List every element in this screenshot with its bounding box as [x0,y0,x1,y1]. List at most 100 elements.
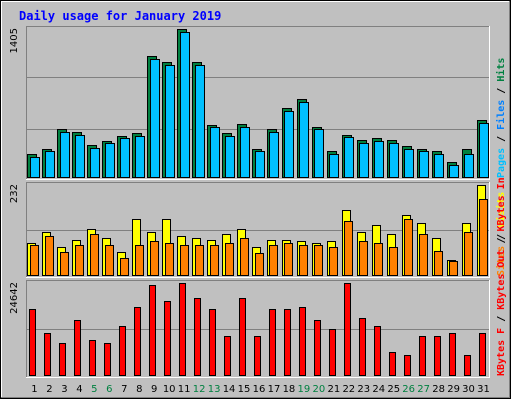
kbytes-bar-kbytes [374,326,381,376]
kbytes-panel: 24642 KBytes F / KBytes Out / KBytes In [9,177,507,378]
visits-legend-separator: / [496,228,507,246]
kbytes-bar-kbytes [314,320,321,376]
day-label: 1 [31,384,37,395]
usage-bar-files [240,127,250,178]
visits-bar-sites [90,234,99,276]
day-label: 11 [178,384,191,395]
kbytes-bar-kbytes [464,355,471,376]
visits-bar-sites [284,243,293,276]
usage-legend-hits: Hits [495,58,507,82]
day-label: 29 [447,384,460,395]
usage-bar-files [284,111,294,178]
visits-bar-sites [105,245,114,276]
day-label: 3 [61,384,67,395]
usage-bar-files [60,132,70,178]
kbytes-bar-kbytes [329,329,336,376]
usage-bar-files [90,148,100,178]
day-label: 8 [136,384,142,395]
kbytes-bar-kbytes [419,336,426,376]
kbytes-bar-kbytes [434,336,441,376]
kbytes-bar-kbytes [359,318,366,376]
day-label: 24 [372,384,385,395]
kbytes-bar-kbytes [224,336,231,376]
usage-legend-files: Files [495,100,507,130]
visits-bar-sites [30,245,39,276]
usage-bar-files [389,143,399,178]
day-label: 15 [238,384,251,395]
usage-bar-files [419,151,429,178]
kbytes-bar-kbytes [269,309,276,376]
day-label: 4 [76,384,82,395]
usage-bar-files [135,136,145,178]
kbytes-legend-kbout: KBytes Out [496,250,507,310]
usage-legend-pages: Pages [496,148,507,178]
visits-bar-sites [434,251,443,276]
visits-bar-sites [314,245,323,276]
kbytes-bar-kbytes [104,343,111,376]
day-label: 9 [151,384,157,395]
kbytes-bar-kbytes [389,352,396,376]
visits-bar-sites [75,245,84,276]
usage-legend: Pages / Files / Hits [495,58,507,178]
kbytes-bar-kbytes [209,309,216,376]
visits-bar-sites [419,234,428,276]
usage-bar-files [120,138,130,178]
visits-legend: Sites / Visits [495,192,507,276]
kbytes-bar-kbytes [149,285,156,376]
kbytes-legend-kbin: KBytes In [496,177,507,231]
kbytes-bar-kbytes [344,283,351,376]
visits-bar-sites [60,252,69,276]
day-label: 13 [208,384,221,395]
usage-bar-files [344,137,354,178]
visits-bar-sites [404,219,413,276]
day-label: 26 [402,384,415,395]
usage-bar-files [165,65,175,178]
day-label: 31 [477,384,490,395]
usage-bar-files [195,65,205,178]
visits-bar-sites [479,199,488,276]
kbytes-bar-kbytes [74,320,81,376]
visits-bar-sites [180,245,189,276]
usage-bar-files [434,154,444,178]
visits-bar-sites [210,245,219,276]
usage-bar-files [225,136,235,178]
kbytes-bar-kbytes [164,301,171,376]
visits-bar-sites [299,245,308,276]
visits-bar-sites [374,243,383,276]
usage-bar-files [314,129,324,178]
visits-max-label: 232 [9,184,20,203]
visits-bar-sites [389,247,398,276]
usage-bar-files [105,143,115,178]
kbytes-bar-kbytes [299,307,306,376]
visits-panel: 232 Sites / Visits [9,182,507,278]
visits-bar-sites [255,253,264,276]
visits-bar-sites [449,261,458,276]
day-label: 16 [253,384,266,395]
day-label: 6 [106,384,112,395]
kbytes-legend-kbf: KBytes F [496,328,507,376]
usage-bar-files [329,154,339,178]
visits-bar-sites [240,238,249,276]
day-label: 10 [163,384,176,395]
day-label: 5 [91,384,97,395]
kbytes-legend: KBytes F / KBytes Out / KBytes In [496,177,507,376]
usage-bar-files [269,132,279,178]
day-label: 7 [121,384,127,395]
usage-bar-files [75,135,85,178]
visits-bar-sites [150,241,159,276]
day-label: 18 [283,384,296,395]
day-label: 20 [313,384,326,395]
kbytes-bar-kbytes [284,309,291,376]
day-label: 2 [46,384,52,395]
day-label: 23 [357,384,370,395]
day-label: 27 [417,384,430,395]
visits-bar-sites [120,258,129,276]
visits-bar-sites [269,245,278,276]
kbytes-bar-kbytes [89,340,96,376]
kbytes-bar-kbytes [479,333,486,376]
usage-legend-separator: / [496,130,507,148]
usage-bar-files [404,149,414,178]
visits-legend-sites: Sites [495,246,507,276]
usage-bar-files [150,59,160,178]
visits-bar-sites [329,247,338,276]
